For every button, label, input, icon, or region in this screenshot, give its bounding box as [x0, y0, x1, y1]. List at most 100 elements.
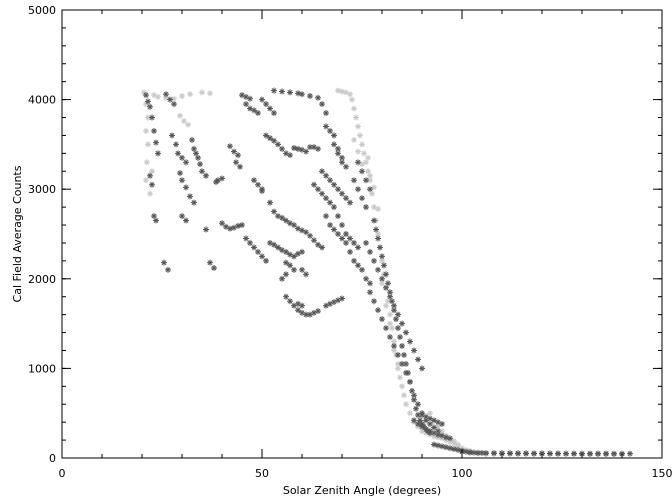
data-point [259, 187, 265, 194]
data-point [399, 343, 405, 349]
data-point [263, 257, 269, 264]
data-point [373, 226, 379, 233]
data-point [365, 154, 371, 161]
data-point [335, 150, 341, 157]
data-point [355, 244, 361, 251]
data-point [395, 360, 401, 367]
data-point [375, 307, 381, 314]
data-point [369, 190, 375, 197]
data-point [271, 87, 277, 94]
data-point [475, 450, 481, 457]
data-point [151, 213, 157, 220]
x-axis-label: Solar Zenith Angle (degrees) [283, 484, 441, 497]
data-point [271, 208, 277, 215]
data-point [563, 450, 569, 457]
data-point [447, 435, 453, 442]
data-point [247, 95, 253, 102]
data-point [279, 275, 285, 282]
data-point [185, 121, 191, 128]
data-point [539, 450, 545, 457]
data-point [255, 181, 261, 188]
data-point [375, 266, 381, 273]
data-point [431, 424, 437, 431]
data-point [387, 311, 393, 318]
data-point [327, 127, 333, 134]
data-point [177, 112, 183, 119]
data-point [271, 110, 277, 117]
data-point [183, 159, 189, 166]
data-point [353, 114, 359, 121]
data-point [363, 177, 369, 184]
data-point [291, 253, 297, 260]
data-point [335, 231, 341, 237]
data-point [323, 123, 329, 130]
data-point [359, 168, 365, 175]
data-point [407, 378, 413, 385]
x-tick-label: 0 [59, 467, 66, 480]
data-point [355, 262, 361, 269]
data-point [299, 91, 305, 98]
data-point [355, 186, 361, 193]
data-point [303, 271, 309, 278]
data-point [179, 177, 185, 184]
data-point [363, 275, 369, 282]
data-point [379, 275, 385, 282]
data-point [155, 93, 161, 100]
data-point [311, 181, 317, 188]
data-point [347, 248, 353, 255]
data-point [331, 132, 337, 139]
data-point [219, 175, 225, 182]
data-point [145, 141, 151, 148]
data-point [555, 450, 561, 457]
data-point [399, 320, 405, 327]
data-point [379, 316, 385, 323]
data-point [195, 154, 201, 161]
data-point [347, 199, 353, 206]
data-point [207, 259, 213, 266]
data-point [603, 450, 609, 457]
data-point [351, 177, 357, 184]
data-point [415, 356, 421, 363]
data-point [155, 150, 161, 157]
data-point [375, 231, 381, 237]
data-point [439, 420, 445, 427]
data-point [275, 244, 281, 251]
data-point [435, 442, 441, 449]
data-point [315, 186, 321, 193]
data-point [339, 159, 345, 166]
data-point [287, 298, 293, 305]
data-point [295, 90, 301, 97]
data-point [339, 88, 345, 95]
data-point [263, 132, 269, 139]
data-point [355, 159, 361, 166]
plot-area [141, 87, 633, 457]
data-point [331, 204, 337, 211]
data-point [347, 235, 353, 242]
data-point [183, 217, 189, 224]
data-point [183, 184, 189, 191]
data-point [415, 420, 421, 427]
data-point [319, 244, 325, 251]
data-point [153, 139, 159, 146]
data-point [383, 284, 389, 291]
data-point [323, 110, 329, 117]
data-point [197, 161, 203, 168]
data-point [371, 217, 377, 224]
data-point [351, 136, 357, 143]
scatter-series-dark [143, 87, 633, 457]
data-point [275, 141, 281, 148]
data-point [207, 90, 213, 97]
data-point [315, 241, 321, 248]
data-point [283, 259, 289, 266]
data-point [395, 325, 401, 332]
data-point [367, 186, 373, 193]
data-point [287, 262, 293, 269]
data-point [315, 308, 321, 315]
data-point [151, 127, 157, 134]
data-point [181, 118, 187, 125]
data-point [387, 320, 393, 327]
data-point [307, 232, 313, 239]
data-point [359, 266, 365, 273]
data-point [267, 135, 273, 142]
data-point [397, 374, 403, 381]
